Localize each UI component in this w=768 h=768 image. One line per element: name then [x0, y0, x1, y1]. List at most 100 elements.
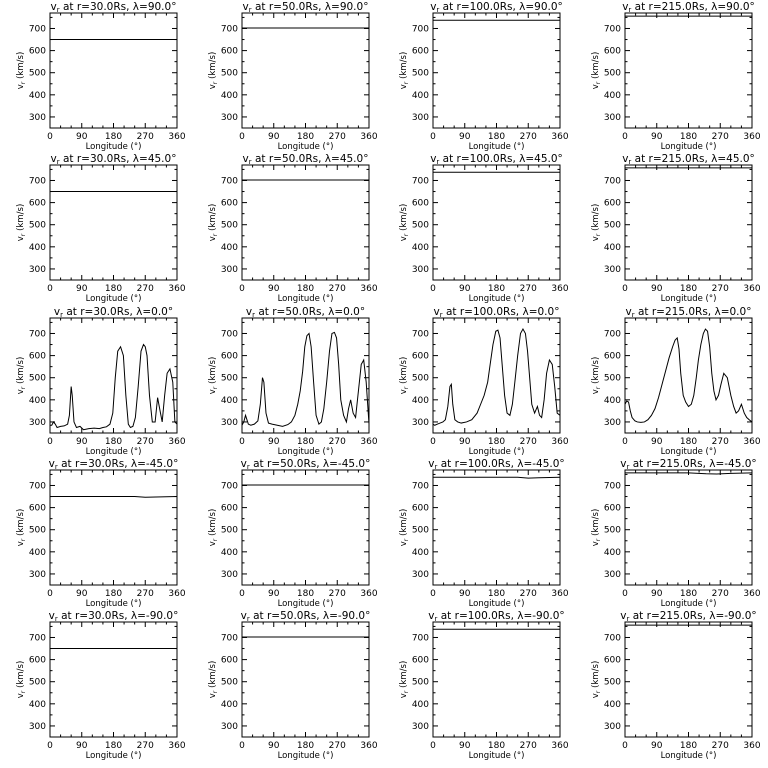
- y-tick-label: 700: [221, 633, 238, 643]
- y-tick-label: 300: [29, 113, 46, 123]
- y-tick-label: 400: [29, 91, 46, 101]
- panel-title: vr at r=50.0Rs, λ=-45.0°: [241, 458, 371, 471]
- x-tick-label: 0: [622, 284, 628, 294]
- x-tick-label: 0: [430, 437, 436, 447]
- y-tick-label: 300: [412, 418, 429, 428]
- panel-title: vr at r=30.0Rs, λ=45.0°: [51, 153, 177, 166]
- ylabel-rest: (km/s): [16, 661, 26, 691]
- y-axis-label: vr (km/s): [16, 357, 27, 395]
- panel-title: vr at r=100.0Rs, λ=90.0°: [430, 1, 563, 14]
- y-tick-label: 600: [412, 656, 429, 666]
- y-axis-label: vr (km/s): [591, 509, 602, 547]
- x-tick-label: 270: [137, 589, 154, 599]
- y-tick-label: 300: [604, 265, 621, 275]
- y-tick-label: 600: [29, 352, 46, 362]
- y-tick-label: 600: [221, 199, 238, 209]
- title-rest: at r=215.0Rs, λ=-45.0°: [629, 458, 756, 470]
- y-axis-label: vr (km/s): [16, 52, 27, 90]
- x-tick-label: 360: [168, 437, 185, 447]
- x-tick-label: 180: [488, 284, 505, 294]
- x-tick-label: 0: [239, 132, 245, 142]
- title-rest: at r=50.0Rs, λ=90.0°: [252, 1, 369, 13]
- plot-frame: [432, 164, 561, 281]
- x-axis-label: Longitude (°): [469, 751, 525, 761]
- x-tick-label: 270: [329, 741, 346, 751]
- ylabel-v: v: [16, 389, 26, 394]
- y-tick-label: 600: [221, 47, 238, 57]
- x-tick-label: 180: [680, 437, 697, 447]
- ylabel-sub: r: [19, 690, 27, 693]
- y-tick-label: 600: [604, 47, 621, 57]
- chart-panel: vr at r=100.0Rs, λ=90.0°0 90 180 270 3603004…: [399, 1, 569, 152]
- y-tick-label: 700: [412, 329, 429, 339]
- x-tick-label: 0: [47, 132, 53, 142]
- title-sub: r: [57, 158, 60, 166]
- y-tick-label: 700: [221, 481, 238, 491]
- ylabel-v: v: [399, 236, 409, 241]
- title-rest: at r=215.0Rs, λ=90.0°: [631, 1, 754, 13]
- ylabel-rest: (km/s): [16, 52, 26, 82]
- y-tick-label: 400: [412, 396, 429, 406]
- plot-frame: [241, 12, 370, 129]
- y-tick-label: 700: [604, 24, 621, 34]
- y-tick-label: 500: [604, 69, 621, 79]
- y-axis-label: vr (km/s): [208, 204, 219, 242]
- y-axis-label: vr (km/s): [591, 661, 602, 699]
- y-tick-label: 500: [221, 678, 238, 688]
- title-sub: r: [252, 311, 255, 319]
- chart-panel: vr at r=50.0Rs, λ=0.0°0 90 180 270 360300400…: [208, 306, 378, 457]
- ylabel-sub: r: [594, 81, 602, 84]
- x-tick-label: 360: [360, 741, 377, 751]
- y-tick-label: 500: [412, 526, 429, 536]
- x-axis-label: Longitude (°): [469, 447, 525, 457]
- x-tick-label: 360: [743, 284, 760, 294]
- x-tick-label: 90: [76, 437, 88, 447]
- x-tick-label: 270: [329, 132, 346, 142]
- series-line: [625, 472, 753, 475]
- ylabel-rest: (km/s): [399, 661, 409, 691]
- chart-panel: vr at r=100.0Rs, λ=0.0°0 90 180 270 36030040…: [399, 306, 569, 457]
- y-axis-label: vr (km/s): [399, 509, 410, 547]
- x-tick-label: 360: [551, 437, 568, 447]
- title-sub: r: [436, 158, 439, 166]
- title-rest: at r=50.0Rs, λ=-90.0°: [250, 610, 371, 622]
- ylabel-v: v: [591, 541, 601, 546]
- y-tick-label: 500: [221, 221, 238, 231]
- chart-panel: vr at r=30.0Rs, λ=45.0°0 90 180 270 36030040…: [16, 153, 186, 304]
- y-tick-label: 500: [29, 526, 46, 536]
- y-tick-label: 300: [221, 418, 238, 428]
- ylabel-v: v: [16, 84, 26, 89]
- y-tick-label: 700: [221, 176, 238, 186]
- ylabel-rest: (km/s): [399, 204, 409, 234]
- ylabel-rest: (km/s): [208, 204, 218, 234]
- ylabel-sub: r: [402, 538, 410, 541]
- chart-panel: vr at r=30.0Rs, λ=90.0°0 90 180 270 36030040…: [16, 1, 186, 152]
- x-tick-label: 270: [137, 741, 154, 751]
- series-line: [432, 328, 561, 426]
- chart-panel: vr at r=50.0Rs, λ=90.0°0 90 180 270 36030040…: [208, 1, 378, 152]
- x-tick-label: 0: [622, 132, 628, 142]
- x-tick-label: 90: [76, 284, 88, 294]
- x-tick-label: 180: [297, 284, 314, 294]
- plot-frame: [241, 621, 370, 738]
- x-tick-label: 270: [520, 437, 537, 447]
- plot-frame: [49, 12, 178, 129]
- chart-panel: vr at r=50.0Rs, λ=-45.0°0 90 180 270 3603004…: [208, 458, 378, 609]
- ylabel-sub: r: [594, 233, 602, 236]
- title-v: v: [430, 153, 436, 165]
- title-rest: at r=30.0Rs, λ=0.0°: [63, 306, 173, 318]
- ylabel-rest: (km/s): [399, 52, 409, 82]
- x-tick-label: 270: [329, 437, 346, 447]
- x-axis-label: Longitude (°): [86, 142, 142, 152]
- panel-title: vr at r=100.0Rs, λ=-90.0°: [428, 610, 564, 623]
- x-tick-label: 180: [297, 741, 314, 751]
- y-tick-label: 300: [412, 265, 429, 275]
- x-tick-label: 180: [488, 437, 505, 447]
- ylabel-sub: r: [19, 538, 27, 541]
- x-tick-label: 180: [105, 589, 122, 599]
- y-tick-label: 500: [221, 374, 238, 384]
- title-v: v: [430, 1, 436, 13]
- y-tick-label: 400: [412, 243, 429, 253]
- x-tick-label: 90: [76, 741, 88, 751]
- ylabel-v: v: [208, 236, 218, 241]
